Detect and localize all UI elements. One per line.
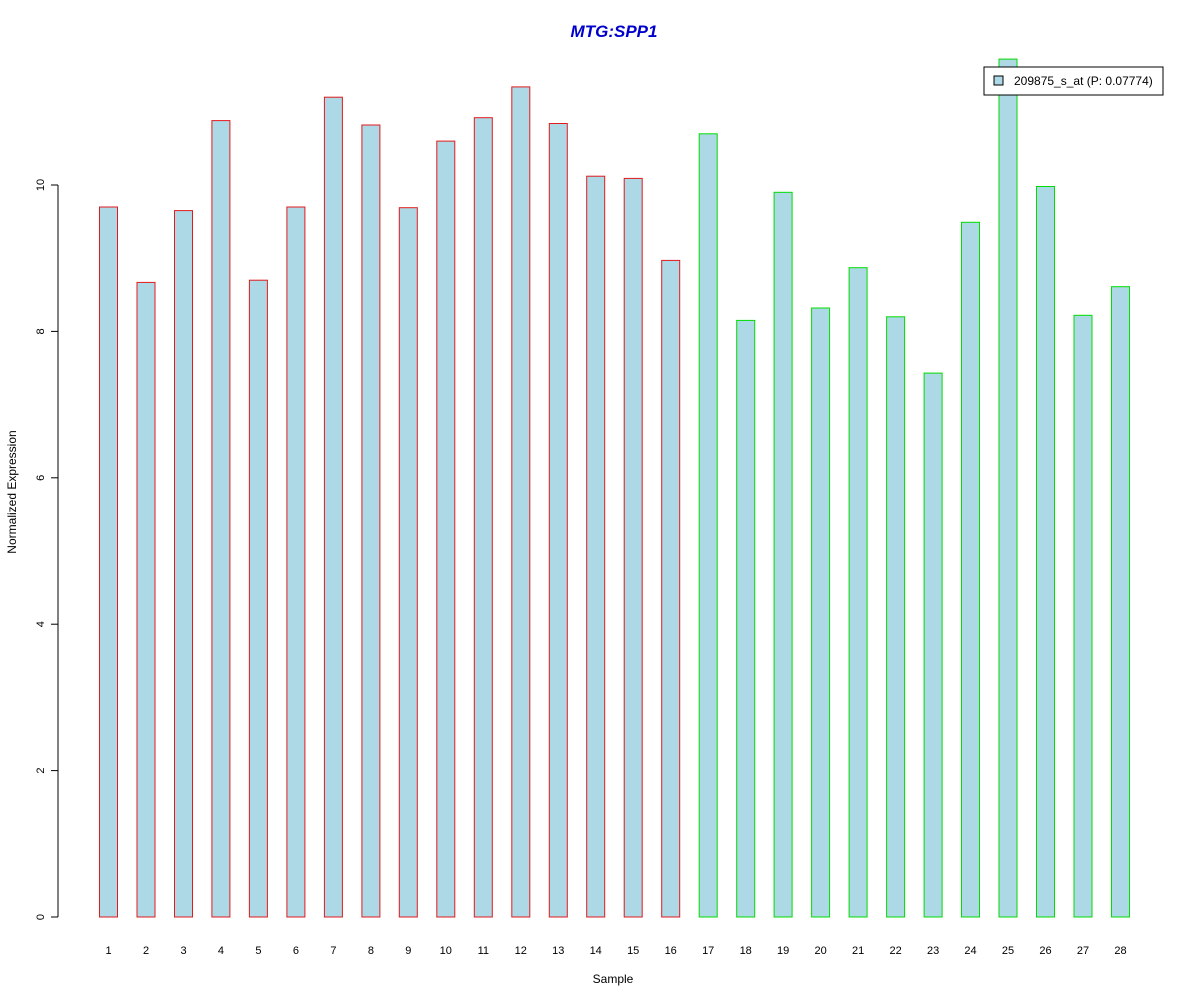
bar — [398, 207, 418, 918]
x-tick-label: 8 — [368, 945, 374, 957]
bar — [248, 279, 268, 918]
x-tick-label: 13 — [552, 945, 564, 957]
x-tick-label: 24 — [964, 945, 976, 957]
bar — [1111, 286, 1130, 918]
legend: 209875_s_at (P: 0.07774) — [983, 66, 1164, 96]
y-tick-label: 10 — [35, 179, 47, 191]
x-tick-label: 4 — [218, 945, 224, 957]
bar — [436, 140, 456, 918]
bar — [211, 120, 231, 918]
y-axis: 0 2 4 6 8 10 — [35, 179, 59, 920]
x-tick-label: 1 — [105, 945, 111, 957]
bar — [174, 210, 193, 918]
bar — [848, 267, 868, 918]
bar — [473, 117, 493, 918]
bar — [99, 206, 118, 918]
x-tick-label: 22 — [889, 945, 901, 957]
x-tick-label: 17 — [702, 945, 714, 957]
x-tick-label: 18 — [740, 945, 752, 957]
bar — [136, 281, 156, 918]
bars — [99, 58, 1130, 918]
bar — [773, 191, 793, 918]
x-tick-label: 25 — [1002, 945, 1014, 957]
x-axis-label: Sample — [593, 972, 634, 986]
bar — [586, 175, 606, 918]
legend-box — [983, 66, 1164, 96]
x-tick-label: 5 — [255, 945, 261, 957]
bar — [1036, 186, 1055, 918]
y-tick-label: 4 — [35, 621, 47, 627]
y-tick-label: 6 — [35, 475, 47, 481]
x-tick-label: 23 — [927, 945, 939, 957]
x-tick-label: 9 — [405, 945, 411, 957]
y-tick-label: 2 — [35, 768, 47, 774]
bar — [361, 124, 381, 918]
chart-title: MTG:SPP1 — [571, 22, 658, 41]
x-tick-label: 15 — [627, 945, 639, 957]
bar — [736, 319, 756, 918]
bar — [623, 177, 643, 918]
bar — [886, 316, 906, 918]
bar — [548, 123, 568, 918]
x-tick-label: 16 — [665, 945, 677, 957]
y-tick-label: 0 — [35, 914, 47, 920]
x-tick-label: 21 — [852, 945, 864, 957]
legend-swatch — [993, 75, 1004, 86]
bar — [961, 221, 980, 918]
bar — [811, 307, 831, 918]
x-tick-label: 20 — [814, 945, 826, 957]
bar — [323, 96, 343, 918]
bar — [998, 58, 1018, 918]
bar — [923, 372, 943, 918]
x-tick-label: 11 — [478, 945, 489, 957]
bar — [698, 133, 718, 918]
x-tick-label: 6 — [293, 945, 299, 957]
bar — [511, 86, 531, 918]
x-tick-labels: 1 2 3 4 5 6 7 8 9 10 11 12 13 14 15 16 17 18 19 20 21 22 23 24 2… — [105, 945, 1126, 957]
x-tick-label: 12 — [515, 945, 527, 957]
y-tick-label: 8 — [35, 328, 47, 334]
x-tick-label: 27 — [1077, 945, 1089, 957]
x-tick-label: 26 — [1039, 945, 1051, 957]
x-tick-label: 10 — [440, 945, 452, 957]
x-tick-label: 3 — [180, 945, 186, 957]
legend-label: 209875_s_at (P: 0.07774) — [1014, 74, 1153, 88]
x-tick-label: 14 — [590, 945, 602, 957]
x-tick-label: 28 — [1114, 945, 1126, 957]
bar — [286, 206, 306, 918]
bar — [661, 259, 681, 918]
x-tick-label: 7 — [330, 945, 336, 957]
x-tick-label: 19 — [777, 945, 789, 957]
y-axis-label: Normalized Expression — [5, 430, 19, 553]
bar — [1073, 314, 1093, 918]
x-tick-label: 2 — [143, 945, 149, 957]
